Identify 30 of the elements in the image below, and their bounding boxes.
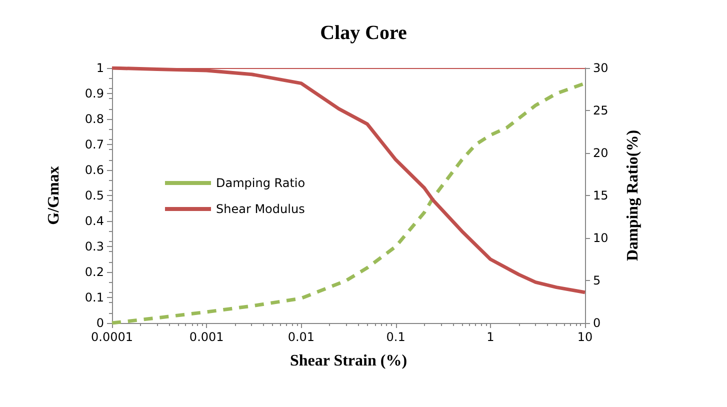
x-tick-label: 1 xyxy=(486,330,494,344)
legend-label: Damping Ratio xyxy=(216,176,306,190)
y2-tick-label: 30 xyxy=(593,61,608,75)
y-tick-label: 0 xyxy=(96,316,104,330)
x-tick-label: 10 xyxy=(577,330,593,344)
y-tick-label: 0.7 xyxy=(84,138,104,152)
x-axis-title: Shear Strain (%) xyxy=(290,352,408,370)
y2-tick-label: 25 xyxy=(593,104,608,118)
chart-title: Clay Core xyxy=(320,22,408,44)
legend-label: Shear Modulus xyxy=(216,202,305,216)
y2-tick-label: 15 xyxy=(593,188,608,202)
x-tick-label: 0.0001 xyxy=(91,330,133,344)
y-tick-label: 0.4 xyxy=(84,214,104,228)
y-tick-label: 0.6 xyxy=(84,163,104,177)
y-axis-title: G/Gmax xyxy=(46,166,62,225)
y2-tick-label: 0 xyxy=(593,316,601,330)
y2-tick-label: 20 xyxy=(593,146,608,160)
y-tick-label: 0.9 xyxy=(84,86,104,100)
y-tick-label: 0.2 xyxy=(84,265,104,279)
y2-tick-label: 10 xyxy=(593,231,608,245)
x-tick-label: 0.01 xyxy=(288,330,315,344)
y-tick-label: 0.1 xyxy=(84,290,104,304)
y2-axis-title: Damping Ratio(%) xyxy=(624,130,642,262)
y2-tick-label: 5 xyxy=(593,274,601,288)
x-tick-label: 0.1 xyxy=(386,330,406,344)
x-tick-label: 0.001 xyxy=(189,330,224,344)
y-tick-label: 0.5 xyxy=(84,188,104,202)
y-tick-label: 0.8 xyxy=(84,112,104,126)
y-tick-label: 1 xyxy=(96,61,104,75)
y-tick-label: 0.3 xyxy=(84,240,104,254)
